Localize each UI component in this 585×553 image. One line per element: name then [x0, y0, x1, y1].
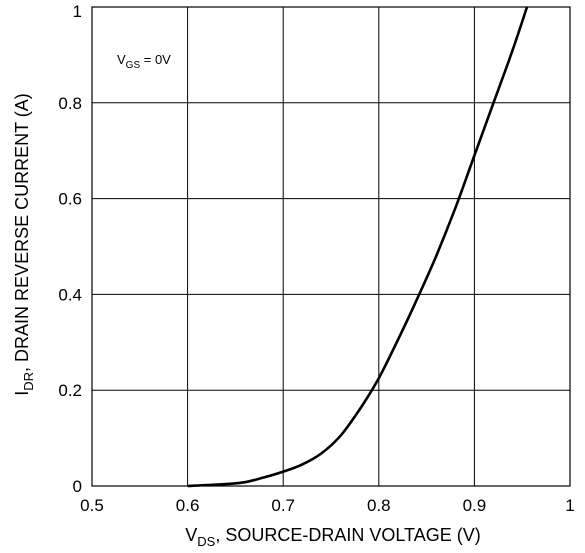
x-axis-label-main: V [185, 525, 197, 545]
x-axis-label: VDS, SOURCE-DRAIN VOLTAGE (V) [185, 525, 480, 549]
grid [91, 6, 571, 487]
x-axis-label-sub: DS [197, 534, 215, 549]
vgs-annotation-main: V [117, 52, 126, 67]
y-tick-label: 0.2 [58, 381, 82, 400]
vgs-annotation-sub: GS [126, 60, 141, 71]
y-tick-label: 0.8 [58, 94, 82, 113]
y-tick-label: 1 [73, 2, 82, 21]
y-tick-label: 0 [73, 477, 82, 496]
series-line [187, 6, 529, 488]
x-tick-label: 0.5 [80, 496, 104, 515]
y-tick-label: 0.4 [58, 285, 82, 304]
x-tick-label: 0.8 [367, 496, 391, 515]
x-tick-label: 0.7 [271, 496, 295, 515]
y-axis-label-sub: DR [21, 372, 36, 391]
plot-frame [91, 6, 571, 487]
series-layer [187, 6, 529, 488]
y-axis-label: IDR, DRAIN REVERSE CURRENT (A) [12, 93, 36, 396]
x-tick-label: 0.9 [463, 496, 487, 515]
x-tick-label: 1 [565, 496, 574, 515]
y-axis-label-main: I [12, 391, 32, 396]
y-tick-label: 0.6 [58, 190, 82, 209]
y-tick-labels: 0 0.2 0.4 0.6 0.8 1 [58, 2, 82, 496]
x-axis-label-rest: , SOURCE-DRAIN VOLTAGE (V) [215, 525, 480, 545]
x-tick-label: 0.6 [176, 496, 200, 515]
vgs-annotation: VGS = 0V [117, 52, 171, 71]
y-axis-label-rest: , DRAIN REVERSE CURRENT (A) [12, 93, 32, 372]
vgs-annotation-rest: = 0V [140, 52, 171, 67]
x-tick-labels: 0.5 0.6 0.7 0.8 0.9 1 [80, 496, 575, 515]
